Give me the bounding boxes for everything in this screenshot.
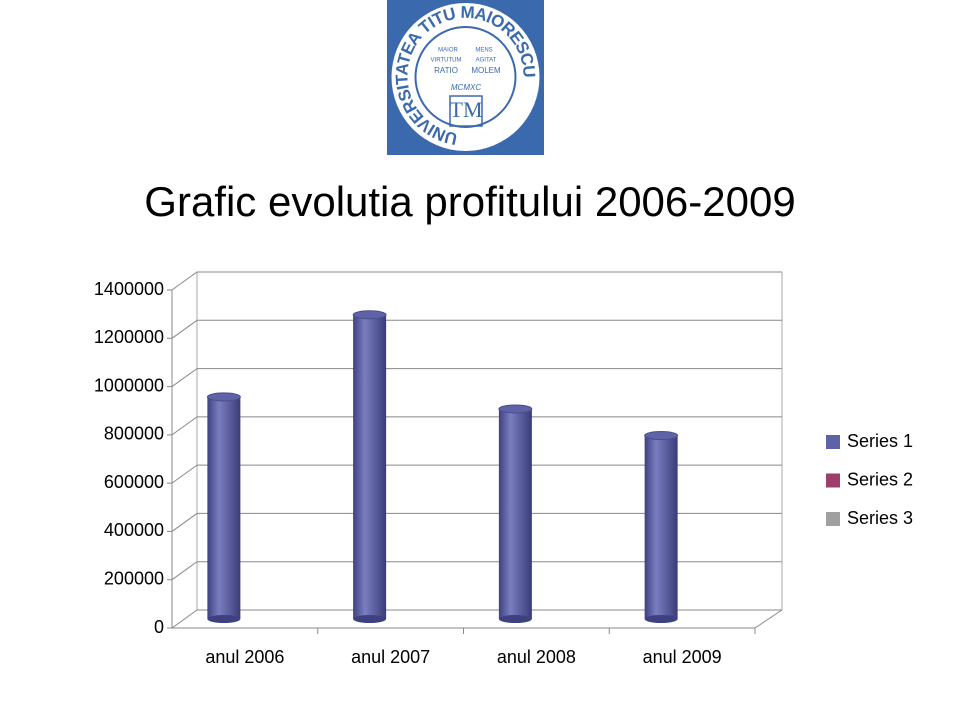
logo-year: MCMXC	[451, 83, 481, 92]
grid-line	[171, 416, 782, 436]
grid-line	[171, 319, 782, 339]
y-tick-label: 200000	[104, 568, 164, 588]
bar-top	[352, 310, 387, 320]
motto: AGITAT	[476, 58, 497, 64]
grid-line	[171, 368, 782, 387]
y-tick-label: 800000	[104, 424, 164, 444]
x-tick-label: anul 2006	[205, 647, 284, 667]
motto: RATIO	[434, 66, 458, 75]
legend-label: Series 2	[847, 469, 913, 489]
bar-top	[206, 392, 241, 402]
bar	[353, 314, 387, 619]
legend-label: Series 1	[847, 431, 913, 451]
x-tick-label: anul 2009	[643, 647, 722, 667]
grid-line	[171, 561, 782, 581]
bar-base	[353, 615, 387, 623]
y-tick-label: 0	[154, 617, 164, 637]
logo: UNIVERSITATEA TITU MAIORESCU MAIOR VIRTU…	[387, 0, 544, 155]
legend-swatch	[826, 435, 840, 449]
x-tick-label: anul 2008	[497, 647, 576, 667]
motto: MOLEM	[471, 66, 501, 75]
chart-title: Grafic evolutia profitului 2006-2009	[144, 178, 795, 225]
logo-initials: TM	[450, 97, 483, 122]
grid-line	[171, 271, 782, 291]
bar-base	[207, 615, 241, 623]
bar	[644, 435, 678, 619]
y-tick-label: 400000	[104, 520, 164, 540]
y-tick-label: 1000000	[94, 375, 164, 395]
bar-base	[644, 615, 678, 623]
motto: MAIOR	[438, 48, 458, 54]
chart: 0 200000 400000 600000 800000 1000000 1200000 1…	[94, 271, 913, 667]
legend-label: Series 3	[847, 508, 913, 528]
motto: VIRTUTUM	[431, 58, 462, 64]
logo-disc	[391, 3, 540, 151]
bar-base	[498, 615, 532, 623]
bar	[498, 408, 532, 619]
bar	[207, 396, 241, 619]
bar-top	[644, 431, 679, 441]
y-tick-label: 600000	[104, 472, 164, 492]
y-tick-label: 1400000	[94, 279, 164, 299]
motto: MENS	[475, 48, 492, 54]
grid-line	[171, 512, 782, 532]
x-tick-label: anul 2007	[351, 647, 430, 667]
legend-swatch	[826, 473, 840, 488]
grid-line	[171, 464, 782, 484]
bar-top	[498, 404, 533, 414]
logo-frame	[449, 95, 483, 127]
logo-ring	[414, 26, 517, 128]
floor	[172, 609, 783, 629]
grid-line	[171, 609, 782, 629]
legend-swatch	[826, 512, 840, 526]
y-tick-label: 1200000	[94, 327, 164, 347]
